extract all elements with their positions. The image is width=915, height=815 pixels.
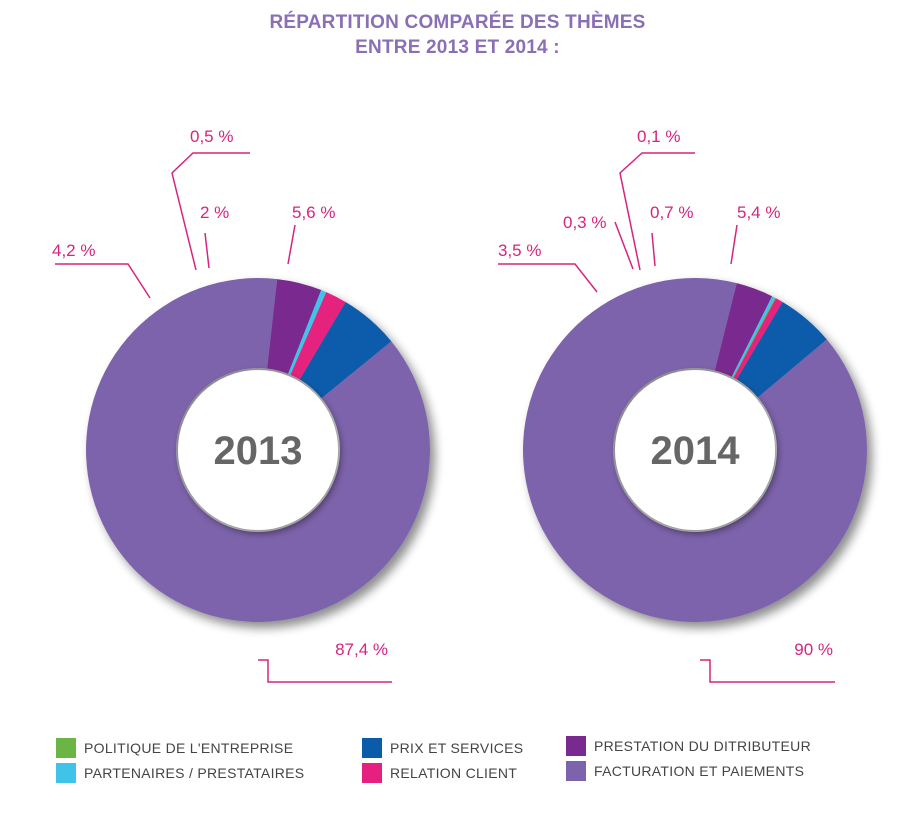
center-year-label: 2013 xyxy=(214,429,303,473)
leader-line-facturation xyxy=(258,659,392,683)
leader-line-prix xyxy=(730,224,738,265)
value-label-prestation: 4,2 % xyxy=(52,241,95,260)
chart-title: RÉPARTITION COMPARÉE DES THÈMES ENTRE 20… xyxy=(0,10,915,60)
leader-line-relation xyxy=(651,232,656,267)
title-line-1: RÉPARTITION COMPARÉE DES THÈMES xyxy=(269,12,646,33)
legend-swatch-relation xyxy=(362,763,382,783)
donut-hole xyxy=(178,370,338,530)
value-label-facturation: 87,4 % xyxy=(335,640,388,659)
slice-prestation xyxy=(267,279,322,374)
legend-label-prix: PRIX ET SERVICES xyxy=(390,740,524,756)
legend-item-prix: PRIX ET SERVICES xyxy=(362,738,523,758)
slice-prix xyxy=(299,301,392,399)
legend-item-politique: POLITIQUE DE L'ENTREPRISE xyxy=(56,738,293,758)
leader-line-relation xyxy=(204,232,210,269)
donut-2013 xyxy=(86,278,431,622)
leader-line-facturation xyxy=(700,659,835,683)
legend-swatch-partenaires xyxy=(56,763,76,783)
value-label-partenaires: 0,3 % xyxy=(563,213,606,232)
legend-swatch-politique xyxy=(56,738,76,758)
slice-partenaires xyxy=(731,296,776,378)
legend-label-relation: RELATION CLIENT xyxy=(390,765,518,781)
donut-2014 xyxy=(522,278,867,623)
slice-prix xyxy=(736,301,827,398)
slice-facturation xyxy=(86,278,431,622)
legend-label-facturation: FACTURATION ET PAIEMENTS xyxy=(594,763,805,779)
leader-line-prestation xyxy=(55,263,151,299)
legend-swatch-facturation xyxy=(566,761,586,781)
legend-item-prestation: PRESTATION DU DITRIBUTEUR xyxy=(566,736,811,756)
slice-relation xyxy=(733,298,783,380)
leader-line-prestation xyxy=(498,263,598,293)
slice-politique xyxy=(733,297,776,378)
legend: POLITIQUE DE L'ENTREPRISE PARTENAIRES / … xyxy=(0,730,915,790)
legend-item-relation: RELATION CLIENT xyxy=(362,763,517,783)
legend-item-facturation: FACTURATION ET PAIEMENTS xyxy=(566,761,804,781)
legend-label-partenaires: PARTENAIRES / PRESTATAIRES xyxy=(84,765,305,781)
title-line-2: ENTRE 2013 ET 2014 : xyxy=(355,37,560,58)
value-label-relation: 2 % xyxy=(200,203,229,222)
slice-facturation xyxy=(522,278,867,623)
value-label-partenaires: 0,5 % xyxy=(190,127,233,146)
value-label-politique: 0,1 % xyxy=(637,127,680,146)
leader-line-partenaires xyxy=(614,221,634,270)
leader-line-politique xyxy=(619,152,695,271)
leader-line-partenaires xyxy=(171,152,250,271)
leader-line-prix xyxy=(287,224,296,265)
value-label-prix: 5,6 % xyxy=(292,203,335,222)
slice-partenaires xyxy=(288,290,327,375)
legend-label-prestation: PRESTATION DU DITRIBUTEUR xyxy=(594,738,811,754)
value-label-prestation: 3,5 % xyxy=(498,241,541,260)
value-label-facturation: 90 % xyxy=(794,640,833,659)
legend-swatch-prestation xyxy=(566,736,586,756)
slice-prestation xyxy=(714,283,773,377)
slice-relation xyxy=(290,292,346,380)
legend-label-politique: POLITIQUE DE L'ENTREPRISE xyxy=(84,740,294,756)
center-year-label: 2014 xyxy=(651,429,741,473)
legend-swatch-prix xyxy=(362,738,382,758)
donut-charts: 2013 5,6 % 87,4 % 4,2 % 0,5 % 2 % 2014 5,4 % 90 … xyxy=(52,127,867,683)
value-label-prix: 5,4 % xyxy=(737,203,780,222)
legend-item-partenaires: PARTENAIRES / PRESTATAIRES xyxy=(56,763,304,783)
value-label-relation: 0,7 % xyxy=(650,203,693,222)
donut-hole xyxy=(615,370,775,530)
